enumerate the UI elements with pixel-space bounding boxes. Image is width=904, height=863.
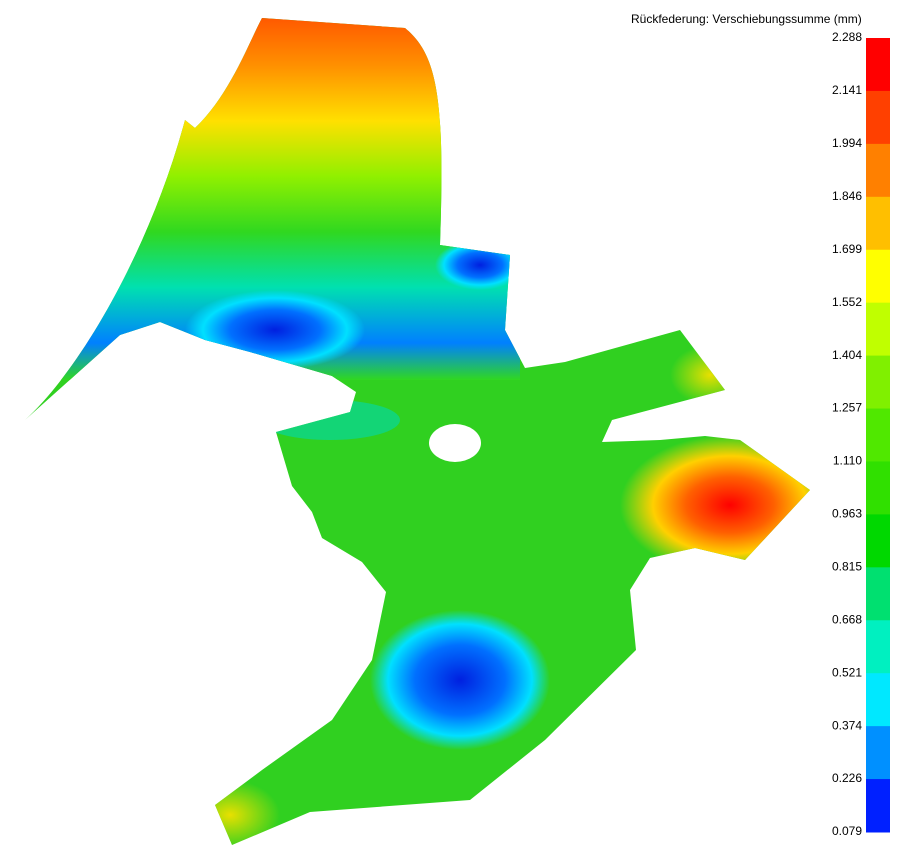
legend-label: 2.288 [832,30,862,44]
legend-label: 1.257 [832,401,862,415]
legend-title: Rückfederung: Verschiebungssumme (mm) [631,12,862,26]
legend-band [866,408,890,462]
legend-label: 1.110 [833,454,862,468]
legend-label: 0.374 [832,718,862,732]
legend-band [866,355,890,410]
legend-label: 0.521 [832,665,862,679]
color-legend: 2.288 2.141 1.994 1.846 1.699 1.552 1.404 1.257… [832,30,890,838]
legend-label: 1.994 [832,136,862,150]
legend-band [866,461,890,515]
legend-band [866,726,890,780]
legend-label: 0.815 [832,560,862,574]
legend-band [866,779,890,833]
legend-label: 0.079 [832,824,862,838]
part-surface [25,18,810,845]
legend-label: 1.846 [832,189,862,203]
legend-band [866,620,890,674]
legend-band [866,302,890,357]
legend-band [866,249,890,304]
legend-band [866,567,890,621]
legend-band [866,90,890,145]
legend-label: 0.226 [832,771,862,785]
legend-label: 1.404 [832,348,862,362]
legend-band [866,38,890,92]
legend-band [866,673,890,727]
legend-label: 1.699 [832,242,862,256]
legend-label: 0.963 [832,507,862,521]
legend-label: 1.552 [832,295,862,309]
legend-band [866,514,890,568]
legend-label: 0.668 [832,612,862,626]
hole [429,424,481,462]
legend-label: 2.141 [832,83,862,97]
legend-band [866,143,890,198]
legend-band [866,196,890,251]
